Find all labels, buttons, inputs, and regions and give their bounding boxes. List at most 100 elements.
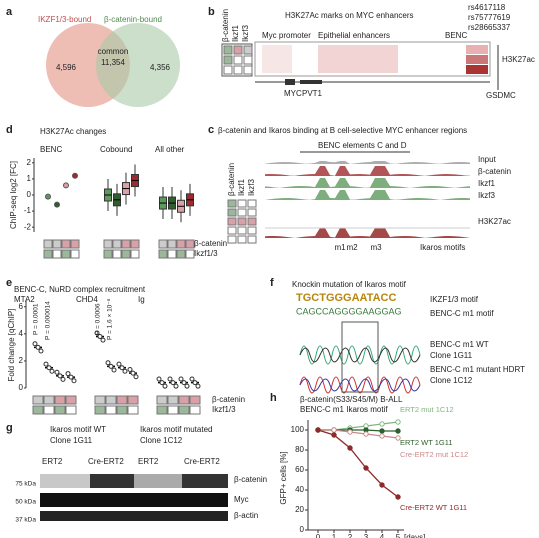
- protein-label: Myc: [234, 495, 249, 504]
- point: [395, 419, 401, 425]
- region: [318, 45, 398, 73]
- condition-cell: [247, 208, 257, 217]
- venn-title: β-catenin-bound: [104, 15, 162, 24]
- condition-cell: [52, 239, 62, 249]
- condition-cell: [243, 55, 253, 65]
- median-dot: [45, 193, 51, 200]
- p-value: P = 0.0001: [33, 303, 40, 335]
- replicate: [111, 367, 117, 373]
- p-value: P = 0.000014: [45, 301, 52, 340]
- point: [379, 421, 385, 427]
- replicate: [189, 376, 195, 382]
- condition-cell: [61, 249, 71, 259]
- point: [347, 445, 353, 451]
- y-tick-label: 60: [295, 465, 304, 474]
- replicate: [105, 360, 111, 366]
- condition-cell: [130, 239, 140, 249]
- condition-cell: [233, 45, 243, 55]
- panel-label: a: [6, 6, 13, 18]
- condition-cell: [43, 249, 53, 259]
- median-dot: [72, 172, 78, 179]
- condition-cell: [127, 405, 139, 415]
- condition-cell: [227, 217, 237, 226]
- point: [363, 431, 369, 437]
- y-tick-label: 2: [27, 158, 32, 167]
- y-axis-label: Fold change [qChIP]: [7, 309, 16, 382]
- lane-label: ERT2: [138, 457, 159, 466]
- condition-cell: [243, 65, 253, 75]
- y-tick-label: 2: [19, 356, 24, 365]
- snp-label: rs75777619: [468, 13, 511, 22]
- region-label: BENC elements C and D: [318, 141, 407, 150]
- condition-cell: [54, 395, 66, 405]
- condition-cell: [237, 199, 247, 208]
- point: [315, 427, 321, 433]
- panel-label: d: [6, 124, 13, 136]
- panel-label: b: [208, 6, 215, 18]
- replicate: [184, 383, 190, 389]
- panel-title: H3K27Ac marks on MYC enhancers: [285, 11, 414, 20]
- condition-cell: [223, 45, 233, 55]
- condition-cell: [94, 395, 106, 405]
- replicate: [119, 365, 125, 371]
- replicate: [178, 376, 184, 382]
- x-tick-label: 2: [348, 533, 353, 538]
- legend-label: β-catenin: [194, 239, 227, 248]
- replicate: [35, 344, 41, 350]
- condition-cell: [43, 395, 55, 405]
- replicate: [162, 383, 168, 389]
- condition-cell: [65, 395, 77, 405]
- replicate: [71, 378, 77, 384]
- row-label: β-catenin: [227, 163, 236, 196]
- condition-cell: [105, 395, 117, 405]
- group-label: BENC: [40, 145, 62, 154]
- chart-subtitle: BENC-C m1 Ikaros motif: [300, 405, 388, 414]
- row-label: β-catenin: [221, 9, 230, 42]
- gene: [300, 80, 322, 84]
- condition-cell: [156, 405, 168, 415]
- condition-cell: [116, 405, 128, 415]
- blot-band: [40, 511, 228, 521]
- replicate: [65, 371, 71, 377]
- replicate: [94, 330, 100, 336]
- legend-label: Cre-ERT2 mut 1C12: [400, 450, 468, 459]
- y-tick-label: 6: [19, 302, 24, 311]
- clone-label: Clone 1C12: [140, 436, 183, 445]
- condition-cell: [167, 239, 177, 249]
- venn-count: 4,356: [150, 63, 171, 72]
- legend-label: Ikzf1/3: [194, 249, 218, 258]
- motif-label: m2: [346, 243, 358, 252]
- coverage-track: [265, 228, 470, 238]
- panel-title: Knockin mutation of Ikaros motif: [292, 280, 407, 289]
- replicate: [46, 365, 52, 371]
- replicate: [133, 374, 139, 380]
- clone-label: Ikaros motif WT: [50, 425, 106, 434]
- panel-label: g: [6, 422, 13, 434]
- blot-band: [40, 493, 228, 507]
- condition-cell: [233, 65, 243, 75]
- gene-label: MYC: [284, 89, 302, 98]
- region: [262, 45, 292, 73]
- replicate: [173, 383, 179, 389]
- condition-cell: [116, 395, 128, 405]
- point: [395, 435, 401, 441]
- replicate: [97, 334, 103, 340]
- track-label: Input: [478, 155, 497, 164]
- panel-label: f: [270, 277, 274, 289]
- condition-cell: [167, 395, 179, 405]
- marker-label: 75 kDa: [15, 481, 36, 488]
- condition-cell: [103, 239, 113, 249]
- condition-cell: [127, 395, 139, 405]
- y-tick-label: 0: [19, 383, 24, 392]
- track-label: β-catenin: [478, 167, 511, 176]
- condition-cell: [178, 395, 190, 405]
- replicate: [43, 361, 49, 367]
- motif-logo: TGCTGGGAATACC: [296, 292, 396, 304]
- group-label: Cobound: [100, 145, 132, 154]
- row-label: Ikzf3: [241, 25, 250, 42]
- p-value: P = 1.6 × 10⁻⁸: [107, 298, 114, 340]
- protein-label: β-actin: [234, 511, 258, 520]
- replicate: [68, 374, 74, 380]
- point: [347, 429, 353, 435]
- y-tick-label: -2: [24, 222, 32, 231]
